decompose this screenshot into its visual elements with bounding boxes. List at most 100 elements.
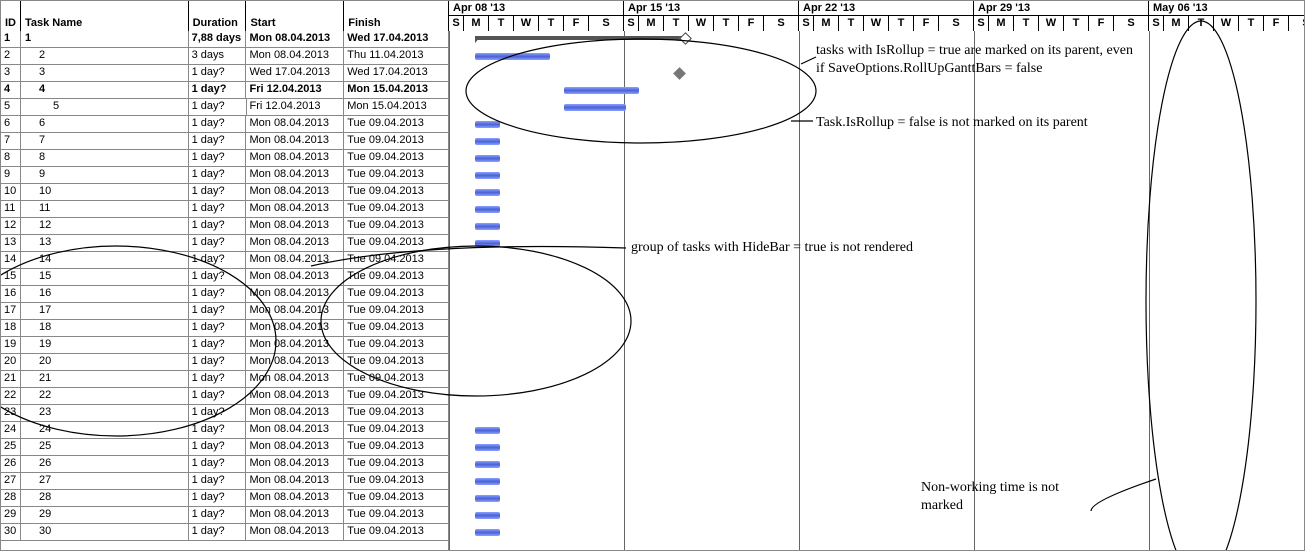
cell-duration[interactable]: 1 day? (189, 320, 247, 336)
task-row[interactable]: 27 27 1 day? Mon 08.04.2013 Tue 09.04.20… (1, 473, 448, 490)
day-header[interactable]: S (974, 16, 989, 31)
col-id[interactable]: ID (1, 1, 21, 31)
task-row[interactable]: 28 28 1 day? Mon 08.04.2013 Tue 09.04.20… (1, 490, 448, 507)
cell-start[interactable]: Mon 08.04.2013 (246, 116, 344, 132)
task-bar[interactable] (475, 427, 500, 434)
cell-start[interactable]: Mon 08.04.2013 (246, 150, 344, 166)
cell-name[interactable]: 16 (21, 286, 189, 302)
cell-name[interactable]: 17 (21, 303, 189, 319)
task-row[interactable]: 6 6 1 day? Mon 08.04.2013 Tue 09.04.2013 (1, 116, 448, 133)
task-row[interactable]: 16 16 1 day? Mon 08.04.2013 Tue 09.04.20… (1, 286, 448, 303)
cell-finish[interactable]: Tue 09.04.2013 (344, 405, 448, 421)
cell-start[interactable]: Mon 08.04.2013 (246, 184, 344, 200)
day-header[interactable]: T (1014, 16, 1039, 31)
task-row[interactable]: 14 14 1 day? Mon 08.04.2013 Tue 09.04.20… (1, 252, 448, 269)
day-header[interactable]: F (1089, 16, 1114, 31)
cell-start[interactable]: Mon 08.04.2013 (246, 337, 344, 353)
cell-start[interactable]: Mon 08.04.2013 (246, 354, 344, 370)
task-row[interactable]: 21 21 1 day? Mon 08.04.2013 Tue 09.04.20… (1, 371, 448, 388)
task-bar[interactable] (475, 189, 500, 196)
cell-name[interactable]: 21 (21, 371, 189, 387)
cell-name[interactable]: 30 (21, 524, 189, 540)
cell-name[interactable]: 1 (21, 31, 189, 47)
cell-finish[interactable]: Tue 09.04.2013 (344, 388, 448, 404)
cell-name[interactable]: 24 (21, 422, 189, 438)
cell-finish[interactable]: Tue 09.04.2013 (344, 303, 448, 319)
task-row[interactable]: 18 18 1 day? Mon 08.04.2013 Tue 09.04.20… (1, 320, 448, 337)
cell-start[interactable]: Mon 08.04.2013 (246, 48, 344, 64)
cell-duration[interactable]: 7,88 days (189, 31, 247, 47)
week-header[interactable]: Apr 15 '13 (624, 1, 799, 16)
cell-name[interactable]: 10 (21, 184, 189, 200)
task-bar[interactable] (475, 444, 500, 451)
cell-start[interactable]: Fri 12.04.2013 (247, 99, 345, 115)
day-header[interactable]: M (639, 16, 664, 31)
summary-bar[interactable] (475, 36, 685, 40)
cell-start[interactable]: Mon 08.04.2013 (246, 507, 344, 523)
cell-start[interactable]: Mon 08.04.2013 (246, 371, 344, 387)
cell-duration[interactable]: 1 day? (189, 507, 247, 523)
cell-name[interactable]: 18 (21, 320, 189, 336)
cell-finish[interactable]: Tue 09.04.2013 (344, 201, 448, 217)
col-start[interactable]: Start (246, 1, 344, 31)
cell-duration[interactable]: 1 day? (189, 184, 247, 200)
week-header[interactable]: May 06 '13 (1149, 1, 1305, 16)
cell-name[interactable]: 12 (21, 218, 189, 234)
cell-start[interactable]: Mon 08.04.2013 (246, 235, 344, 251)
cell-duration[interactable]: 3 days (189, 48, 247, 64)
task-row[interactable]: 12 12 1 day? Mon 08.04.2013 Tue 09.04.20… (1, 218, 448, 235)
cell-start[interactable]: Mon 08.04.2013 (246, 167, 344, 183)
cell-name[interactable]: 28 (21, 490, 189, 506)
cell-name[interactable]: 2 (21, 48, 189, 64)
cell-start[interactable]: Mon 08.04.2013 (246, 303, 344, 319)
cell-finish[interactable]: Tue 09.04.2013 (344, 490, 448, 506)
task-row[interactable]: 17 17 1 day? Mon 08.04.2013 Tue 09.04.20… (1, 303, 448, 320)
day-header[interactable]: F (564, 16, 589, 31)
cell-name[interactable]: 5 (21, 99, 189, 115)
week-header[interactable]: Apr 22 '13 (799, 1, 974, 16)
cell-start[interactable]: Mon 08.04.2013 (246, 252, 344, 268)
cell-finish[interactable]: Mon 15.04.2013 (344, 99, 448, 115)
cell-finish[interactable]: Tue 09.04.2013 (344, 167, 448, 183)
day-header[interactable]: S (1289, 16, 1305, 31)
cell-finish[interactable]: Tue 09.04.2013 (344, 252, 448, 268)
day-header[interactable]: T (839, 16, 864, 31)
task-row[interactable]: 10 10 1 day? Mon 08.04.2013 Tue 09.04.20… (1, 184, 448, 201)
day-header[interactable]: T (489, 16, 514, 31)
cell-duration[interactable]: 1 day? (189, 388, 247, 404)
cell-name[interactable]: 3 (21, 65, 189, 81)
cell-finish[interactable]: Tue 09.04.2013 (344, 320, 448, 336)
cell-name[interactable]: 26 (21, 456, 189, 472)
cell-duration[interactable]: 1 day? (189, 218, 247, 234)
cell-start[interactable]: Mon 08.04.2013 (246, 31, 344, 47)
day-header[interactable]: F (914, 16, 939, 31)
cell-duration[interactable]: 1 day? (189, 65, 247, 81)
cell-name[interactable]: 9 (21, 167, 189, 183)
day-header[interactable]: T (1064, 16, 1089, 31)
cell-finish[interactable]: Tue 09.04.2013 (344, 354, 448, 370)
task-bar[interactable] (475, 138, 500, 145)
cell-finish[interactable]: Tue 09.04.2013 (344, 150, 448, 166)
cell-name[interactable]: 14 (21, 252, 189, 268)
cell-name[interactable]: 29 (21, 507, 189, 523)
day-header[interactable]: S (1149, 16, 1164, 31)
milestone-icon[interactable] (673, 67, 686, 80)
cell-duration[interactable]: 1 day? (189, 337, 247, 353)
day-header[interactable]: W (864, 16, 889, 31)
task-row[interactable]: 4 4 1 day? Fri 12.04.2013 Mon 15.04.2013 (1, 82, 448, 99)
week-header[interactable]: Apr 29 '13 (974, 1, 1149, 16)
cell-start[interactable]: Mon 08.04.2013 (246, 286, 344, 302)
cell-start[interactable]: Mon 08.04.2013 (246, 439, 344, 455)
cell-duration[interactable]: 1 day? (189, 473, 247, 489)
task-row[interactable]: 2 2 3 days Mon 08.04.2013 Thu 11.04.2013 (1, 48, 448, 65)
day-header[interactable]: T (889, 16, 914, 31)
task-bar[interactable] (475, 121, 500, 128)
day-header[interactable]: S (589, 16, 624, 31)
cell-name[interactable]: 6 (21, 116, 189, 132)
task-bar[interactable] (475, 53, 550, 60)
task-bar[interactable] (475, 529, 500, 536)
cell-duration[interactable]: 1 day? (189, 235, 247, 251)
cell-duration[interactable]: 1 day? (189, 252, 247, 268)
task-row[interactable]: 29 29 1 day? Mon 08.04.2013 Tue 09.04.20… (1, 507, 448, 524)
day-header[interactable]: W (1214, 16, 1239, 31)
